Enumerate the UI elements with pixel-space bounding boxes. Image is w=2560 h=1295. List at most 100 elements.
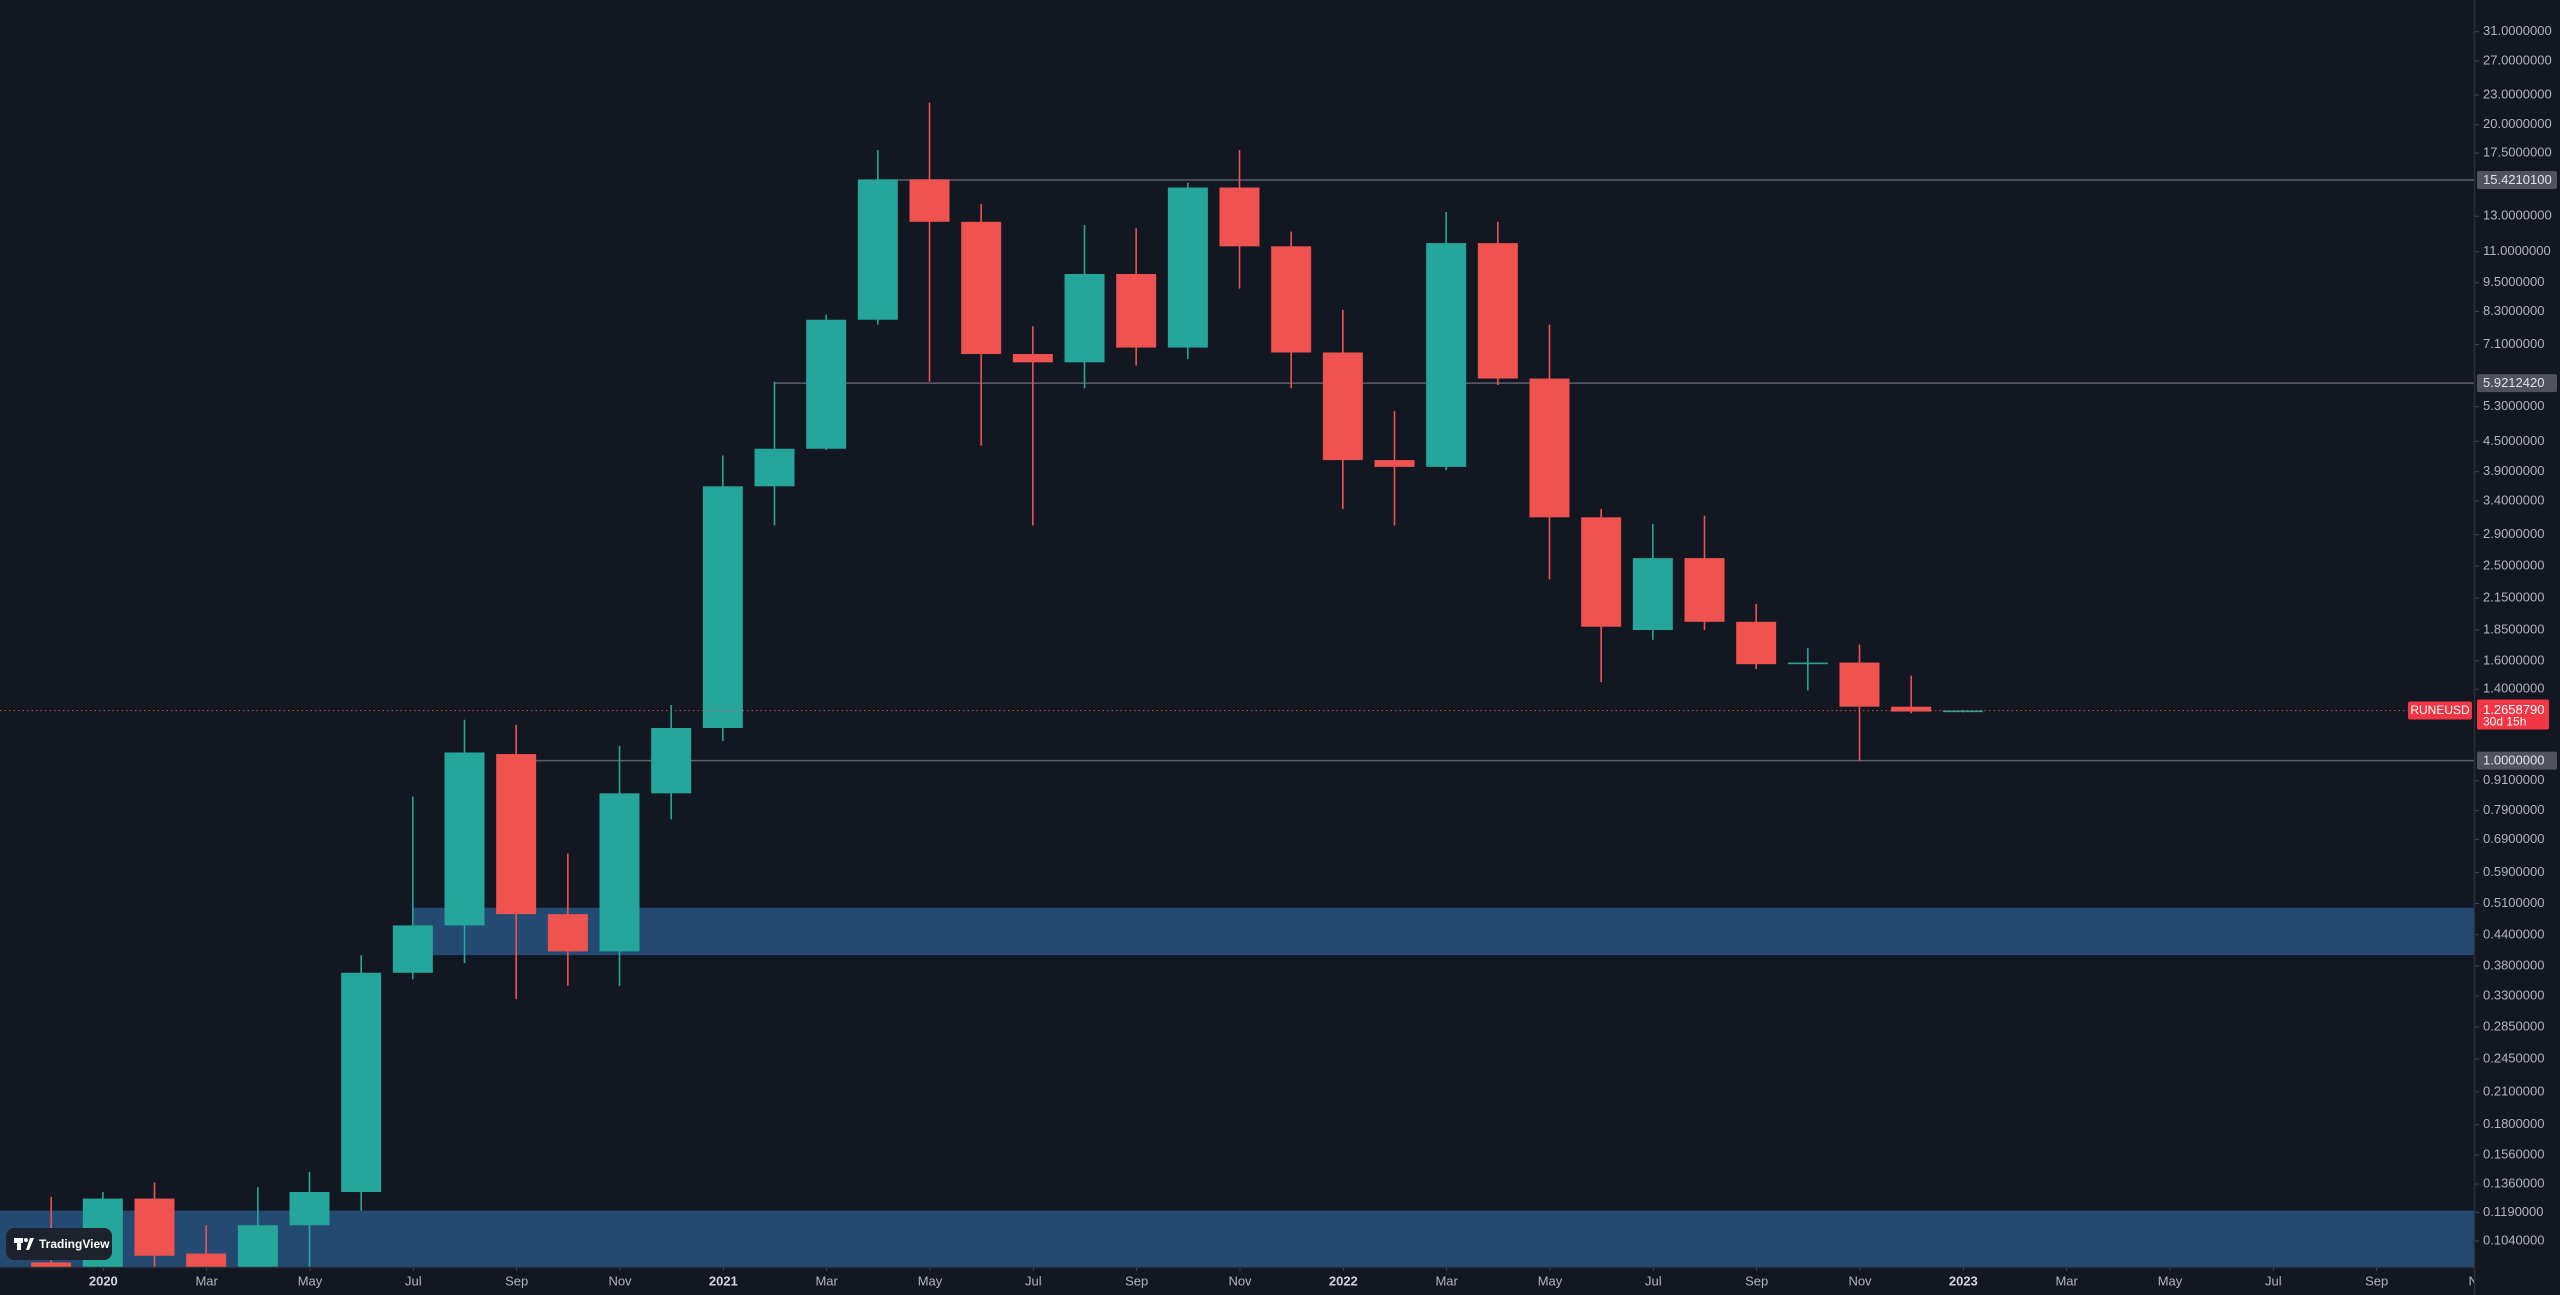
candle-body [1891,706,1932,712]
candle-body [1529,378,1570,518]
x-tick-label: Mar [195,1273,218,1288]
candle-body [1271,246,1312,353]
candle-body [31,1262,72,1267]
x-tick-label: 2022 [1329,1273,1358,1288]
x-tick-label: Nov [1848,1273,1872,1288]
candle-body [134,1198,175,1256]
candle-body [1219,187,1260,247]
watermark-logo [14,1238,34,1250]
candle-body [599,793,640,952]
x-tick-label: Sep [1125,1273,1148,1288]
zone [0,1210,2474,1267]
y-tick-label: 0.1800000 [2483,1116,2544,1131]
candle-body [547,914,588,952]
candle-body [1839,662,1880,707]
candle-body [961,221,1002,355]
y-tick-label: 3.4000000 [2483,492,2544,507]
candle-body [186,1253,227,1267]
candle-body [1684,558,1725,622]
candle-body [1632,558,1673,631]
candle-body [237,1225,278,1267]
y-tick-label: 0.5900000 [2483,864,2544,879]
y-tick-label: 31.0000000 [2483,23,2552,38]
price-label: 15.4210100 [2483,172,2552,187]
y-tick-label: 4.5000000 [2483,433,2544,448]
y-tick-label: 0.6900000 [2483,831,2544,846]
y-tick-label: 0.1360000 [2483,1175,2544,1190]
candle-body [702,486,743,728]
countdown: 30d 15h [2483,715,2526,729]
y-tick-label: 0.1040000 [2483,1232,2544,1247]
candle-body [651,727,692,794]
candle-body [1736,621,1777,665]
y-tick-label: 3.9000000 [2483,463,2544,478]
price-label-box [2477,170,2557,189]
x-tick-label: Mar [815,1273,838,1288]
candle-body [1787,662,1828,665]
y-tick-label: 23.0000000 [2483,87,2552,102]
x-tick-label: Sep [1745,1273,1768,1288]
y-tick-label: 0.3300000 [2483,987,2544,1002]
x-tick-label: Nov [608,1273,632,1288]
candle-body [1581,517,1622,627]
overlay: TradingView [6,1228,112,1260]
candle-body [806,319,847,449]
candle-body [1426,243,1467,467]
candle-body [754,448,795,487]
candle-body [1942,710,1983,713]
x-tick-label: Sep [2365,1273,2388,1288]
y-tick-label: 1.6000000 [2483,652,2544,667]
candle-body [289,1191,330,1226]
x-tick-label: Jul [405,1273,422,1288]
symbol-tag-box [2408,701,2472,720]
y-tick-label: 0.2450000 [2483,1051,2544,1066]
y-tick-label: 0.1560000 [2483,1146,2544,1161]
zone [413,907,2474,956]
x-tick-label: May [918,1273,943,1288]
candle-body [1322,352,1363,461]
y-tick-label: 0.5100000 [2483,895,2544,910]
y-tick-label: 0.2850000 [2483,1018,2544,1033]
candle-body [1116,274,1157,348]
x-tick-label: Jul [1025,1273,1042,1288]
price-label-box [2477,751,2557,770]
watermark: TradingView [39,1237,110,1251]
x-tick-label: Nov [1228,1273,1252,1288]
candle-body [1064,274,1105,363]
x-tick-label: May [298,1273,323,1288]
y-tick-label: 0.1190000 [2483,1204,2544,1219]
y-tick-label: 11.0000000 [2483,243,2551,258]
y-tick-label: 8.3000000 [2483,303,2544,318]
candle-body [1012,354,1053,363]
y-tick-label: 5.3000000 [2483,398,2544,413]
y-tick-label: 2.1500000 [2483,590,2544,605]
x-tick-label: Mar [1435,1273,1458,1288]
price-label: 1.0000000 [2483,753,2544,768]
price-label-box [2477,374,2557,393]
symbol-tag: RUNEUSD [2410,703,2470,717]
candle-body [857,179,898,320]
y-tick-label: 2.5000000 [2483,558,2544,573]
y-tick-label: 7.1000000 [2483,336,2544,351]
x-tick-label: May [2158,1273,2183,1288]
candle-body [392,925,433,973]
y-tick-label: 9.5000000 [2483,274,2544,289]
y-tick-label: 0.3800000 [2483,957,2544,972]
y-tick-label: 13.0000000 [2483,208,2552,223]
candle-body [1374,460,1415,467]
candle-body [909,179,950,222]
y-tick-label: 1.8500000 [2483,621,2544,636]
candle-body [1167,187,1208,348]
x-tick-label: 2023 [1949,1273,1978,1288]
x-tick-label: 2020 [89,1273,118,1288]
x-tick-label: Mar [2055,1273,2078,1288]
candle-body [496,754,537,915]
x-tick-label: May [1538,1273,1563,1288]
y-tick-label: 0.2100000 [2483,1083,2544,1098]
price-label: 5.9212420 [2483,375,2544,390]
last-price-box [2477,699,2549,730]
y-tick-label: 20.0000000 [2483,116,2552,131]
